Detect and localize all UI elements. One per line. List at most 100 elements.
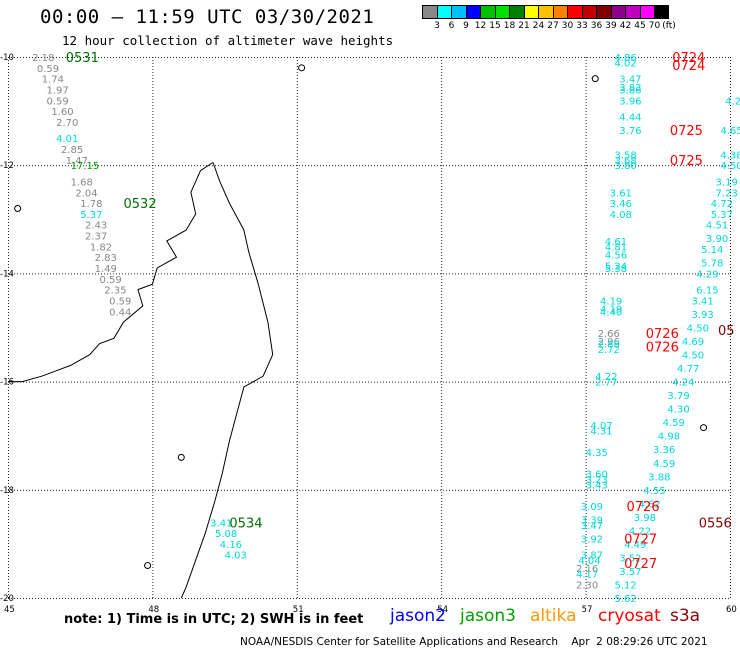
y-tick-label: -16: [0, 378, 14, 388]
grid-dot: [488, 57, 489, 58]
grid-dot: [730, 537, 731, 538]
grid-dot: [585, 339, 587, 340]
grid-dot: [296, 63, 298, 64]
wave-height-value: 4.55: [643, 486, 665, 497]
grid-dot: [585, 426, 587, 427]
grid-dot: [8, 99, 9, 100]
grid-dot: [377, 598, 378, 599]
grid-dot: [485, 598, 486, 599]
grid-dot: [623, 381, 624, 383]
grid-dot: [152, 459, 154, 460]
wave-height-value: 4.35: [586, 448, 608, 459]
grid-dot: [431, 489, 432, 491]
wave-height-value: 3.58: [614, 150, 636, 161]
grid-dot: [8, 276, 9, 277]
grid-dot: [152, 192, 154, 193]
grid-dot: [401, 598, 402, 599]
grid-dot: [152, 321, 154, 322]
grid-dot: [152, 273, 153, 275]
grid-dot: [692, 598, 693, 599]
grid-dot: [441, 462, 443, 463]
grid-dot: [266, 165, 267, 167]
grid-dot: [620, 165, 621, 167]
grid-dot: [29, 598, 30, 599]
grid-dot: [620, 598, 621, 599]
grid-dot: [254, 489, 255, 491]
grid-dot: [674, 598, 675, 599]
grid-dot: [152, 159, 154, 160]
grid-dot: [71, 381, 72, 383]
grid-dot: [585, 174, 587, 175]
grid-dot: [440, 598, 441, 599]
grid-dot: [585, 99, 587, 100]
grid-dot: [585, 444, 587, 445]
grid-dot: [338, 273, 339, 275]
grid-dot: [392, 57, 393, 58]
grid-dot: [44, 598, 45, 599]
grid-dot: [296, 72, 298, 73]
grid-dot: [74, 57, 75, 58]
grid-dot: [8, 501, 9, 502]
grid-dot: [585, 477, 587, 478]
grid-dot: [80, 273, 81, 275]
grid-dot: [470, 489, 471, 491]
color-scale-label: 18: [503, 21, 516, 31]
pass-time-label: 05: [718, 324, 735, 339]
grid-dot: [422, 165, 423, 167]
color-swatch: [610, 5, 625, 19]
grid-dot: [441, 273, 443, 274]
grid-dot: [730, 165, 731, 166]
grid-dot: [194, 489, 195, 491]
wave-height-value: 4.16: [220, 540, 242, 551]
grid-dot: [128, 598, 129, 599]
grid-dot: [17, 57, 18, 58]
grid-dot: [263, 489, 264, 491]
grid-dot: [131, 381, 132, 383]
grid-dot: [38, 165, 39, 167]
grid-dot: [119, 165, 120, 167]
grid-dot: [164, 598, 165, 599]
grid-dot: [389, 489, 390, 491]
grid-dot: [629, 57, 630, 58]
grid-dot: [632, 489, 633, 491]
grid-dot: [35, 57, 36, 58]
grid-dot: [585, 324, 587, 325]
grid-dot: [596, 273, 597, 275]
grid-dot: [416, 165, 417, 167]
grid-dot: [155, 381, 156, 383]
grid-dot: [86, 57, 87, 58]
grid-dot: [296, 474, 298, 475]
grid-dot: [467, 598, 468, 599]
grid-dot: [95, 381, 96, 383]
grid-dot: [441, 87, 443, 88]
grid-dot: [296, 243, 298, 244]
grid-dot: [425, 489, 426, 491]
grid-dot: [730, 528, 731, 529]
color-swatch: [639, 5, 654, 19]
grid-dot: [158, 165, 159, 167]
grid-dot: [152, 540, 154, 541]
grid-dot: [641, 489, 642, 491]
grid-dot: [308, 381, 309, 383]
grid-dot: [191, 381, 192, 383]
grid-dot: [585, 573, 587, 574]
grid-dot: [730, 396, 731, 397]
grid-dot: [441, 333, 443, 334]
grid-dot: [8, 219, 9, 220]
grid-dot: [686, 165, 687, 167]
grid-dot: [730, 261, 731, 262]
grid-dot: [730, 441, 731, 442]
grid-dot: [441, 246, 443, 247]
page-subtitle: 12 hour collection of altimeter wave hei…: [62, 33, 394, 48]
grid-dot: [441, 459, 443, 460]
grid-dot: [659, 598, 660, 599]
grid-dot: [587, 165, 588, 167]
grid-dot: [173, 57, 174, 58]
grid-dot: [730, 135, 731, 136]
grid-dot: [353, 273, 354, 275]
grid-dot: [527, 273, 528, 275]
grid-dot: [296, 561, 298, 562]
grid-dot: [585, 429, 587, 430]
grid-dot: [441, 78, 443, 79]
grid-dot: [730, 552, 731, 553]
